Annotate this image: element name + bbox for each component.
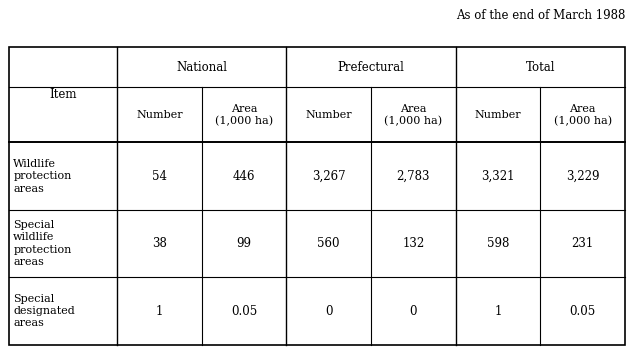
Text: Number: Number (136, 110, 183, 120)
Text: Total: Total (525, 61, 555, 74)
Text: Area
(1,000 ha): Area (1,000 ha) (554, 104, 612, 126)
Text: 1: 1 (495, 304, 501, 317)
Text: 0.05: 0.05 (231, 304, 257, 317)
Text: Wildlife
protection
areas: Wildlife protection areas (13, 159, 72, 194)
Text: 3,267: 3,267 (312, 170, 346, 183)
Text: 0: 0 (325, 304, 333, 317)
Text: As of the end of March 1988: As of the end of March 1988 (455, 9, 625, 22)
Text: Number: Number (474, 110, 521, 120)
Text: 598: 598 (487, 237, 509, 250)
Text: 3,229: 3,229 (566, 170, 599, 183)
Text: 132: 132 (402, 237, 425, 250)
Text: Prefectural: Prefectural (338, 61, 404, 74)
Text: 231: 231 (571, 237, 593, 250)
Text: Area
(1,000 ha): Area (1,000 ha) (384, 104, 442, 126)
Text: 38: 38 (152, 237, 167, 250)
Text: 99: 99 (237, 237, 251, 250)
Text: Area
(1,000 ha): Area (1,000 ha) (215, 104, 273, 126)
Text: 54: 54 (152, 170, 167, 183)
Text: 446: 446 (233, 170, 255, 183)
Text: Item: Item (50, 88, 77, 102)
Text: 560: 560 (318, 237, 340, 250)
Text: Special
designated
areas: Special designated areas (13, 294, 75, 328)
Text: 3,321: 3,321 (481, 170, 515, 183)
Text: National: National (176, 61, 227, 74)
Text: 1: 1 (156, 304, 163, 317)
Text: Special
wildlife
protection
areas: Special wildlife protection areas (13, 220, 72, 267)
Text: Number: Number (306, 110, 352, 120)
Text: 2,783: 2,783 (397, 170, 430, 183)
Text: 0: 0 (410, 304, 417, 317)
Text: 0.05: 0.05 (570, 304, 596, 317)
